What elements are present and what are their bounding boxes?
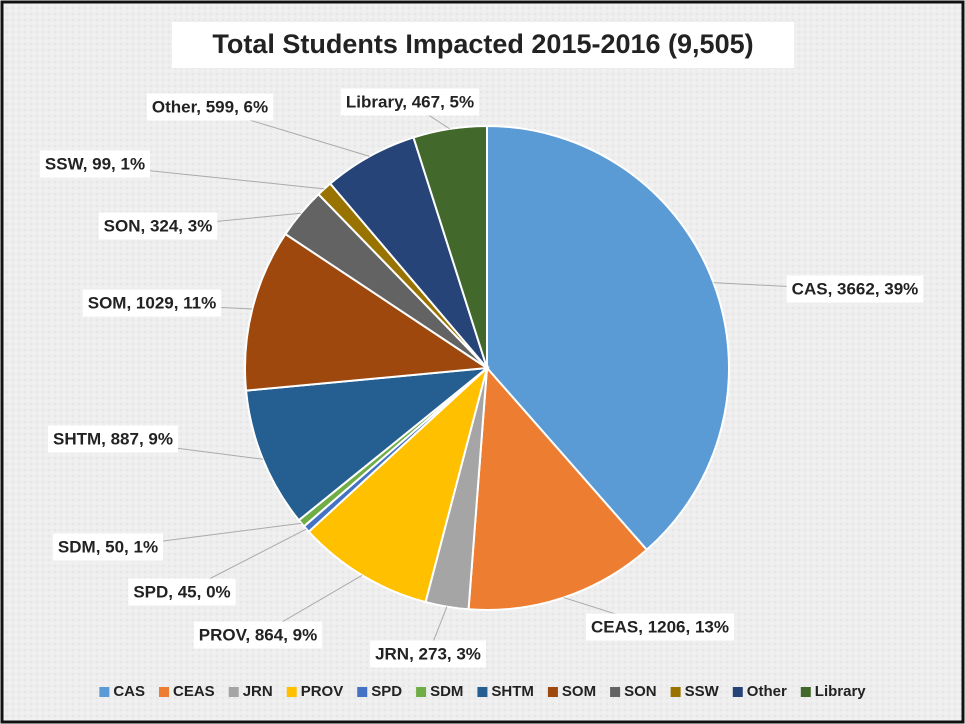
label-box: [370, 640, 486, 668]
legend-label: Other: [747, 683, 787, 700]
labels: CAS, 3662, 39% CEAS, 1206, 13% JRN, 273, 3…: [39, 88, 924, 668]
data-label: SON, 324, 3%: [104, 216, 213, 235]
legend-label: SOM: [562, 683, 596, 700]
data-label: SOM, 1029, 11%: [88, 293, 217, 312]
data-label: CAS, 3662, 39%: [792, 279, 919, 298]
legend-swatch: [477, 687, 488, 697]
slice: [486, 124, 730, 552]
data-label: PROV, 864, 9%: [199, 625, 317, 644]
legend-label: SSW: [685, 683, 720, 700]
label-box: [193, 621, 323, 649]
slice: [467, 365, 649, 611]
data-label: Library, 467, 5%: [346, 92, 474, 111]
legend: CAS CEAS JRN PROV SPD SDM SHTM SOM SON SSW Other Li…: [99, 683, 866, 700]
legend-swatch: [357, 687, 368, 697]
legend-swatch: [670, 687, 681, 697]
data-label: CEAS, 1206, 13%: [591, 617, 729, 636]
legend-swatch: [99, 687, 110, 697]
legend-swatch: [732, 687, 743, 697]
data-label: SDM, 50, 1%: [58, 537, 158, 556]
data-label: Other, 599, 6%: [152, 97, 268, 116]
slice: [307, 364, 489, 604]
chart-title: Total Students Impacted 2015-2016 (9,505…: [212, 29, 753, 59]
label-box: [128, 578, 236, 606]
legend-label: Library: [815, 683, 867, 700]
label-box: [52, 533, 164, 561]
legend-label: JRN: [243, 683, 273, 700]
legend-swatch: [547, 687, 558, 697]
legend-label: PROV: [301, 683, 344, 700]
label-box: [146, 93, 274, 121]
legend-swatch: [800, 687, 811, 697]
data-label: SSW, 99, 1%: [45, 154, 145, 173]
legend-swatch: [159, 687, 170, 697]
legend-swatch: [286, 687, 297, 697]
pie: [244, 124, 730, 611]
data-label: JRN, 273, 3%: [375, 644, 481, 663]
label-box: [48, 425, 178, 453]
legend-label: SDM: [430, 683, 463, 700]
slice: [244, 232, 490, 392]
label-box: [98, 212, 218, 240]
legend-label: SHTM: [491, 683, 534, 700]
label-box: [340, 88, 480, 116]
legend-label: SPD: [371, 683, 402, 700]
label-box: [586, 613, 734, 641]
legend-swatch: [610, 687, 621, 697]
data-label: SPD, 45, 0%: [133, 582, 230, 601]
legend-label: SON: [624, 683, 657, 700]
title-box: [172, 22, 794, 68]
label-box: [786, 275, 924, 303]
label-box: [39, 150, 151, 178]
legend-swatch: [416, 687, 427, 697]
data-label: SHTM, 887, 9%: [53, 429, 173, 448]
legend-swatch: [228, 687, 239, 697]
label-box: [82, 289, 222, 317]
legend-label: CAS: [113, 683, 145, 700]
legend-label: CEAS: [173, 683, 215, 700]
slice: [244, 366, 491, 522]
